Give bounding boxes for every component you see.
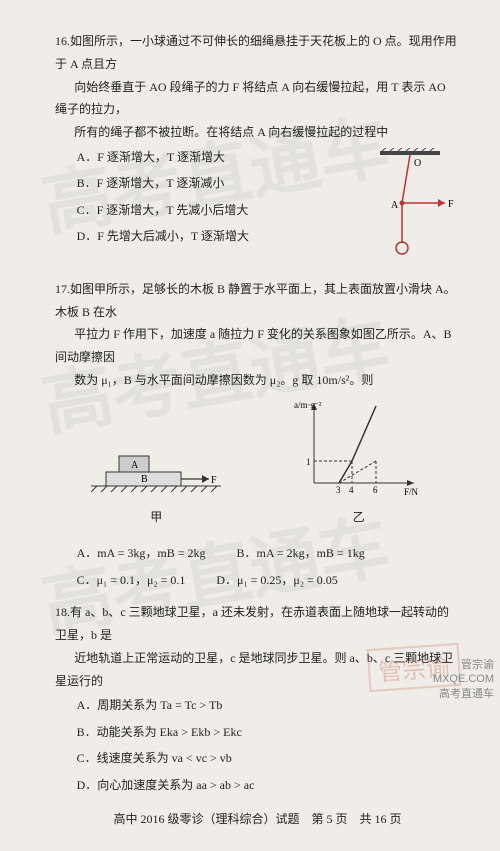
svg-text:B: B bbox=[141, 474, 148, 485]
q17-line3: 数为 μ₁，B 与水平面间动摩擦因数为 μ₂。g 取 10m/s²。则 bbox=[55, 369, 460, 392]
question-17: 17.如图甲所示，足够长的木板 B 静置于水平面上，其上表面放置小滑块 A。木板… bbox=[55, 278, 460, 593]
q17-opt-b: B．mA = 2kg，mB = 1kg bbox=[236, 540, 364, 566]
q18-line1: 18.有 a、b、c 三颗地球卫星，a 还未发射，在赤道表面上随地球一起转动的卫… bbox=[55, 601, 460, 647]
q18-opt-a: A．周期关系为 Ta = Tc > Tb bbox=[77, 692, 460, 718]
q17-options: A．mA = 3kg，mB = 2kg B．mA = 2kg，mB = 1kg … bbox=[77, 540, 460, 593]
page-footer: 高中 2016 级零诊（理科综合）试题 第 5 页 共 16 页 bbox=[55, 808, 460, 831]
question-16: 16.如图所示，一小球通过不可伸长的细绳悬挂于天花板上的 O 点。现用作用于 A… bbox=[55, 30, 460, 270]
q16-line3: 所有的绳子都不被拉断。在将结点 A 向右缓慢拉起的过程中 bbox=[55, 121, 460, 144]
fig-b-caption: 乙 bbox=[294, 506, 424, 529]
q17-opt-d: D．μ₁ = 0.25，μ₂ = 0.05 bbox=[216, 567, 337, 593]
label-A: A bbox=[391, 200, 399, 211]
q17-line2: 平拉力 F 作用下，加速度 a 随拉力 F 变化的关系图象如图乙所示。A、B 间… bbox=[55, 323, 460, 369]
svg-text:a/m·s⁻²: a/m·s⁻² bbox=[294, 400, 322, 410]
svg-text:6: 6 bbox=[373, 485, 378, 495]
svg-text:4: 4 bbox=[349, 485, 354, 495]
q18-opt-c: C．线速度关系为 va < vc > vb bbox=[77, 745, 460, 771]
q17-opt-a: A．mA = 3kg，mB = 2kg bbox=[77, 540, 206, 566]
q17-figures: A B F 甲 a/m·s⁻² F/N bbox=[55, 398, 460, 529]
q17-fig-b: a/m·s⁻² F/N 1 3 4 6 乙 bbox=[294, 398, 424, 529]
svg-text:3: 3 bbox=[336, 485, 341, 495]
svg-text:F/N: F/N bbox=[404, 487, 419, 497]
svg-text:1: 1 bbox=[306, 457, 311, 467]
q18-opt-b: B．动能关系为 Eka > Ekb > Ekc bbox=[77, 719, 460, 745]
page-content: 16.如图所示，一小球通过不可伸长的细绳悬挂于天花板上的 O 点。现用作用于 A… bbox=[0, 0, 500, 851]
svg-text:A: A bbox=[131, 460, 139, 471]
q16-figure: O A F bbox=[360, 148, 460, 266]
question-18: 18.有 a、b、c 三颗地球卫星，a 还未发射，在赤道表面上随地球一起转动的卫… bbox=[55, 601, 460, 798]
q17-opt-c: C．μ₁ = 0.1，μ₂ = 0.1 bbox=[77, 567, 186, 593]
svg-text:F: F bbox=[211, 475, 217, 486]
q18-options: A．周期关系为 Ta = Tc > Tb B．动能关系为 Eka > Ekb >… bbox=[77, 692, 460, 798]
corner-watermark: 管宗谕 MXQE.COM 高考直通车 bbox=[433, 658, 494, 701]
q17-fig-a: A B F 甲 bbox=[91, 438, 221, 529]
q16-line2: 向始终垂直于 AO 段绳子的力 F 将结点 A 向右缓慢拉起，用 T 表示 AO… bbox=[55, 76, 460, 122]
fig-a-caption: 甲 bbox=[91, 506, 221, 529]
label-O: O bbox=[414, 158, 421, 169]
q18-opt-d: D．向心加速度关系为 aa > ab > ac bbox=[77, 772, 460, 798]
q17-line1: 17.如图甲所示，足够长的木板 B 静置于水平面上，其上表面放置小滑块 A。木板… bbox=[55, 278, 460, 324]
q16-line1: 16.如图所示，一小球通过不可伸长的细绳悬挂于天花板上的 O 点。现用作用于 A… bbox=[55, 30, 460, 76]
label-F: F bbox=[448, 199, 454, 210]
